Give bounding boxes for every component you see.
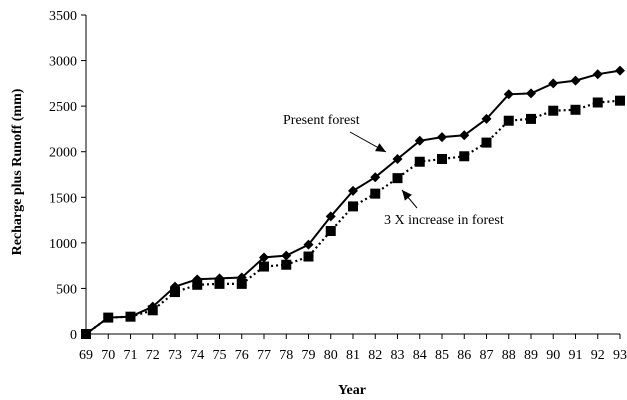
- x-tick-label: 91: [569, 348, 583, 363]
- series-1-point: [214, 278, 225, 289]
- x-tick-label: 83: [391, 348, 405, 363]
- series-1-point: [236, 278, 247, 289]
- series-1-point: [325, 226, 336, 237]
- series-1-point: [592, 97, 603, 108]
- series-0-point: [459, 130, 470, 141]
- series-1-point: [192, 279, 203, 290]
- series-1-point: [503, 115, 514, 126]
- series-0-point: [615, 65, 625, 76]
- series-1-point: [103, 312, 114, 323]
- annotation-increase-forest: 3 X increase in forest: [384, 213, 504, 228]
- series-1-point: [459, 151, 470, 162]
- series-1-point: [392, 173, 403, 184]
- series-0-point: [370, 172, 381, 183]
- arrow-increase-forest-head: [402, 190, 412, 201]
- series-0-point: [259, 252, 269, 263]
- annotation-present-forest: Present forest: [283, 113, 360, 128]
- x-tick-label: 82: [368, 348, 382, 363]
- series-1-point: [615, 95, 625, 106]
- arrow-present-forest-head: [375, 143, 386, 152]
- x-tick-label: 81: [346, 348, 360, 363]
- series-0-point: [526, 88, 536, 99]
- series-0-point: [348, 185, 358, 196]
- y-tick-label: 1500: [49, 191, 77, 206]
- x-tick-label: 74: [190, 348, 204, 363]
- x-tick-label: 92: [591, 348, 605, 363]
- series-0-point: [592, 69, 603, 80]
- series-1-point: [303, 251, 314, 262]
- series-0-point: [325, 211, 336, 222]
- series-1-point: [348, 201, 358, 212]
- series-1-point: [170, 287, 180, 298]
- x-tick-label: 86: [457, 348, 471, 363]
- series-1-point: [370, 188, 381, 199]
- series-0-point: [570, 75, 581, 86]
- plot-area: 0 500 1000 1500 2000 2500 3000 3500 69 70 71 72 73 74…: [49, 9, 627, 363]
- y-tick-label: 500: [56, 282, 77, 297]
- series-1-line: [85, 99, 621, 335]
- series-1-point: [281, 259, 292, 270]
- series-1-point: [81, 329, 91, 339]
- x-tick-label: 75: [213, 348, 227, 363]
- x-tick-label: 71: [124, 348, 138, 363]
- x-tick-label: 87: [480, 348, 494, 363]
- x-tick-label: 70: [101, 348, 115, 363]
- series-0-point: [503, 89, 514, 100]
- x-tick-label: 88: [502, 348, 516, 363]
- x-tick-label: 93: [613, 348, 627, 363]
- x-tick-label: 85: [435, 348, 449, 363]
- x-tick-label: 78: [279, 348, 293, 363]
- series-0-point: [392, 154, 403, 165]
- y-tick-label: 2000: [49, 146, 77, 161]
- series-0-point: [548, 78, 559, 89]
- y-tick-label: 3500: [49, 9, 77, 24]
- x-tick-label: 69: [79, 348, 93, 363]
- series-1-point: [259, 261, 269, 272]
- x-tick-label: 90: [546, 348, 560, 363]
- series-1-point: [125, 311, 136, 322]
- y-axis-title: Recharge plus Runoff (mm): [10, 88, 25, 255]
- x-tick-label: 73: [168, 348, 182, 363]
- series-1-point: [526, 113, 536, 124]
- series-1-point: [414, 156, 425, 167]
- series-0-point: [437, 132, 447, 143]
- x-tick-label: 84: [413, 348, 427, 363]
- x-tick-label: 89: [524, 348, 538, 363]
- x-axis-title: Year: [338, 383, 366, 398]
- x-tick-label: 76: [235, 348, 249, 363]
- y-tick-label: 2500: [49, 100, 77, 115]
- series-0-point: [303, 239, 314, 250]
- series-1-point: [147, 305, 158, 316]
- y-tick-label: 0: [70, 328, 77, 343]
- series-1-point: [481, 137, 492, 148]
- series-1-point: [437, 154, 447, 165]
- y-tick-label: 1000: [49, 237, 77, 252]
- series-1-point: [570, 104, 581, 115]
- series-0-point: [481, 113, 492, 124]
- x-tick-label: 72: [146, 348, 160, 363]
- x-tick-label: 79: [302, 348, 316, 363]
- series-0-point: [281, 250, 292, 261]
- x-tick-label: 77: [257, 348, 271, 363]
- series-1-point: [548, 105, 559, 116]
- x-tick-label: 80: [324, 348, 338, 363]
- series-0-point: [414, 135, 425, 146]
- y-tick-label: 3000: [49, 55, 77, 70]
